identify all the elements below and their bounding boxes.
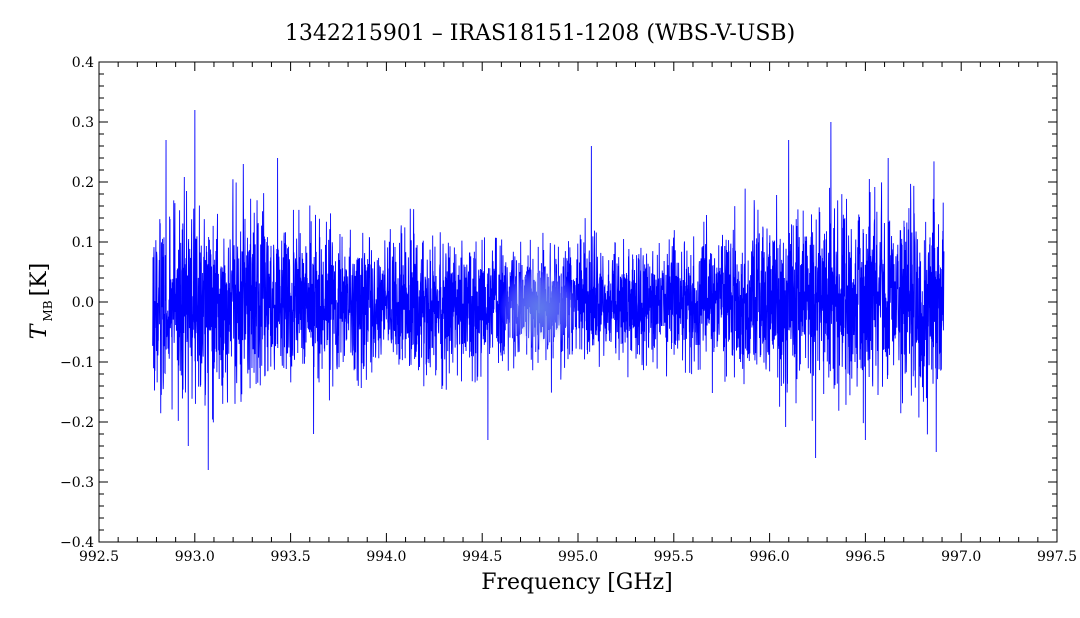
x-tick-label: 994.0 xyxy=(366,549,406,565)
y-tick-label: 0.0 xyxy=(72,295,94,311)
y-tick-label: −0.2 xyxy=(60,415,94,431)
y-tick-label: 0.4 xyxy=(72,55,94,71)
x-tick-label: 994.5 xyxy=(462,549,502,565)
x-tick-label: 992.5 xyxy=(79,549,119,565)
axes-layer: 992.5 993.0 993.5 994.0 994.5 995.0 995.5 996.0… xyxy=(60,55,1077,565)
y-axis-subscript: MB xyxy=(41,300,55,321)
y-axis-unit: [K] xyxy=(27,263,52,297)
y-axis-symbol: T xyxy=(27,322,52,339)
x-tick-label: 995.0 xyxy=(558,549,598,565)
highlight-glow xyxy=(499,268,580,348)
x-tick-label: 996.0 xyxy=(750,549,790,565)
x-tick-label: 997.0 xyxy=(941,549,981,565)
y-tick-label: 0.3 xyxy=(72,115,94,131)
x-tick-label: 997.5 xyxy=(1037,549,1077,565)
y-tick-label: 0.1 xyxy=(72,235,94,251)
x-tick-label: 993.5 xyxy=(271,549,311,565)
y-tick-label: −0.1 xyxy=(60,355,94,371)
y-tick-label: 0.2 xyxy=(72,175,94,191)
y-tick-label: −0.4 xyxy=(60,535,94,551)
x-axis-label: Frequency [GHz] xyxy=(481,570,673,595)
x-tick-label: 993.0 xyxy=(175,549,215,565)
x-tick-label: 995.5 xyxy=(654,549,694,565)
series-layer xyxy=(152,109,945,471)
chart-title: 1342215901 – IRAS18151-1208 (WBS-V-USB) xyxy=(285,21,795,46)
y-tick-label: −0.3 xyxy=(60,475,94,491)
x-tick-label: 996.5 xyxy=(845,549,885,565)
y-axis-label: TMB [K] xyxy=(27,263,55,339)
